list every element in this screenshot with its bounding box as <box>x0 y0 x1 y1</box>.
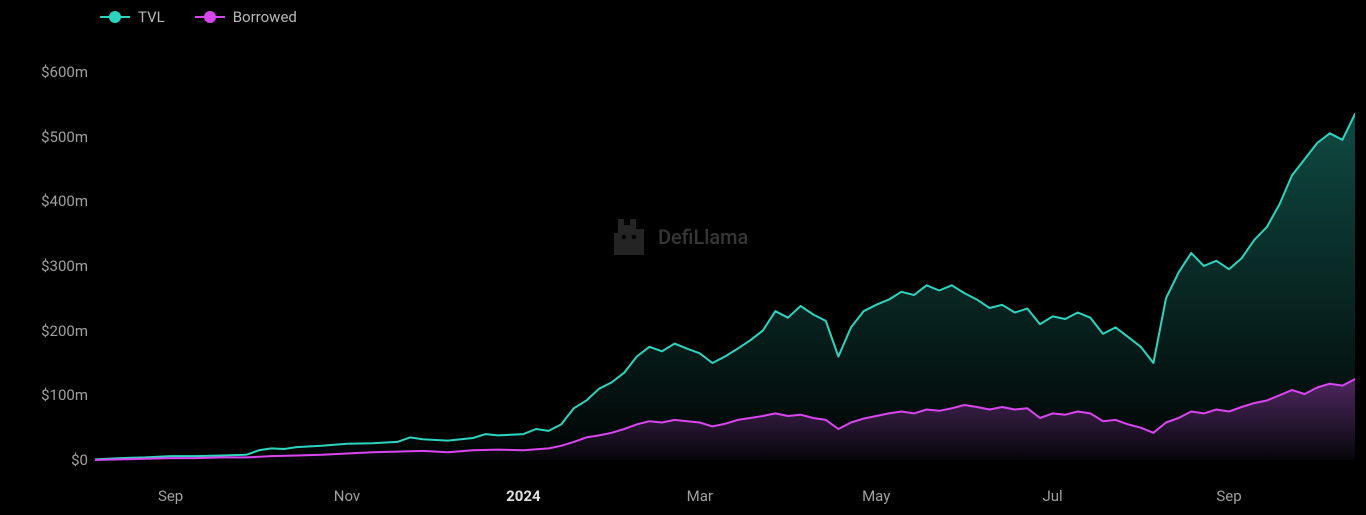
x-axis-tick-label: Jul <box>1042 487 1062 505</box>
legend-label: Borrowed <box>233 8 297 26</box>
legend-marker-icon <box>100 16 130 18</box>
chart-plot-area[interactable] <box>95 40 1355 480</box>
x-axis-tick-label: Sep <box>1216 487 1241 505</box>
chart-container: TVLBorrowed DefiLlama $0$100m$200m$300m$… <box>0 0 1366 515</box>
y-axis-tick-label: $100m <box>41 386 88 404</box>
x-axis-tick-label: Nov <box>334 487 360 505</box>
y-axis-tick-label: $300m <box>41 257 88 275</box>
y-axis-tick-label: $600m <box>41 63 88 81</box>
x-axis-tick-label: May <box>862 487 890 505</box>
chart-legend: TVL Borrowed <box>100 8 297 26</box>
chart-svg <box>95 40 1355 480</box>
x-axis-tick-label: Mar <box>687 487 713 505</box>
legend-label: TVL <box>138 8 165 26</box>
x-axis-tick-label: 2024 <box>506 487 540 505</box>
legend-marker-icon <box>195 16 225 18</box>
y-axis-tick-label: $200m <box>41 322 88 340</box>
legend-item-borrowed[interactable]: Borrowed <box>195 8 297 26</box>
legend-item-tvl[interactable]: TVL <box>100 8 165 26</box>
x-axis-tick-label: Sep <box>158 487 183 505</box>
y-axis-tick-label: $0 <box>71 451 88 469</box>
y-axis-tick-label: $400m <box>41 192 88 210</box>
series-area-tvl <box>95 114 1355 460</box>
y-axis-tick-label: $500m <box>41 128 88 146</box>
